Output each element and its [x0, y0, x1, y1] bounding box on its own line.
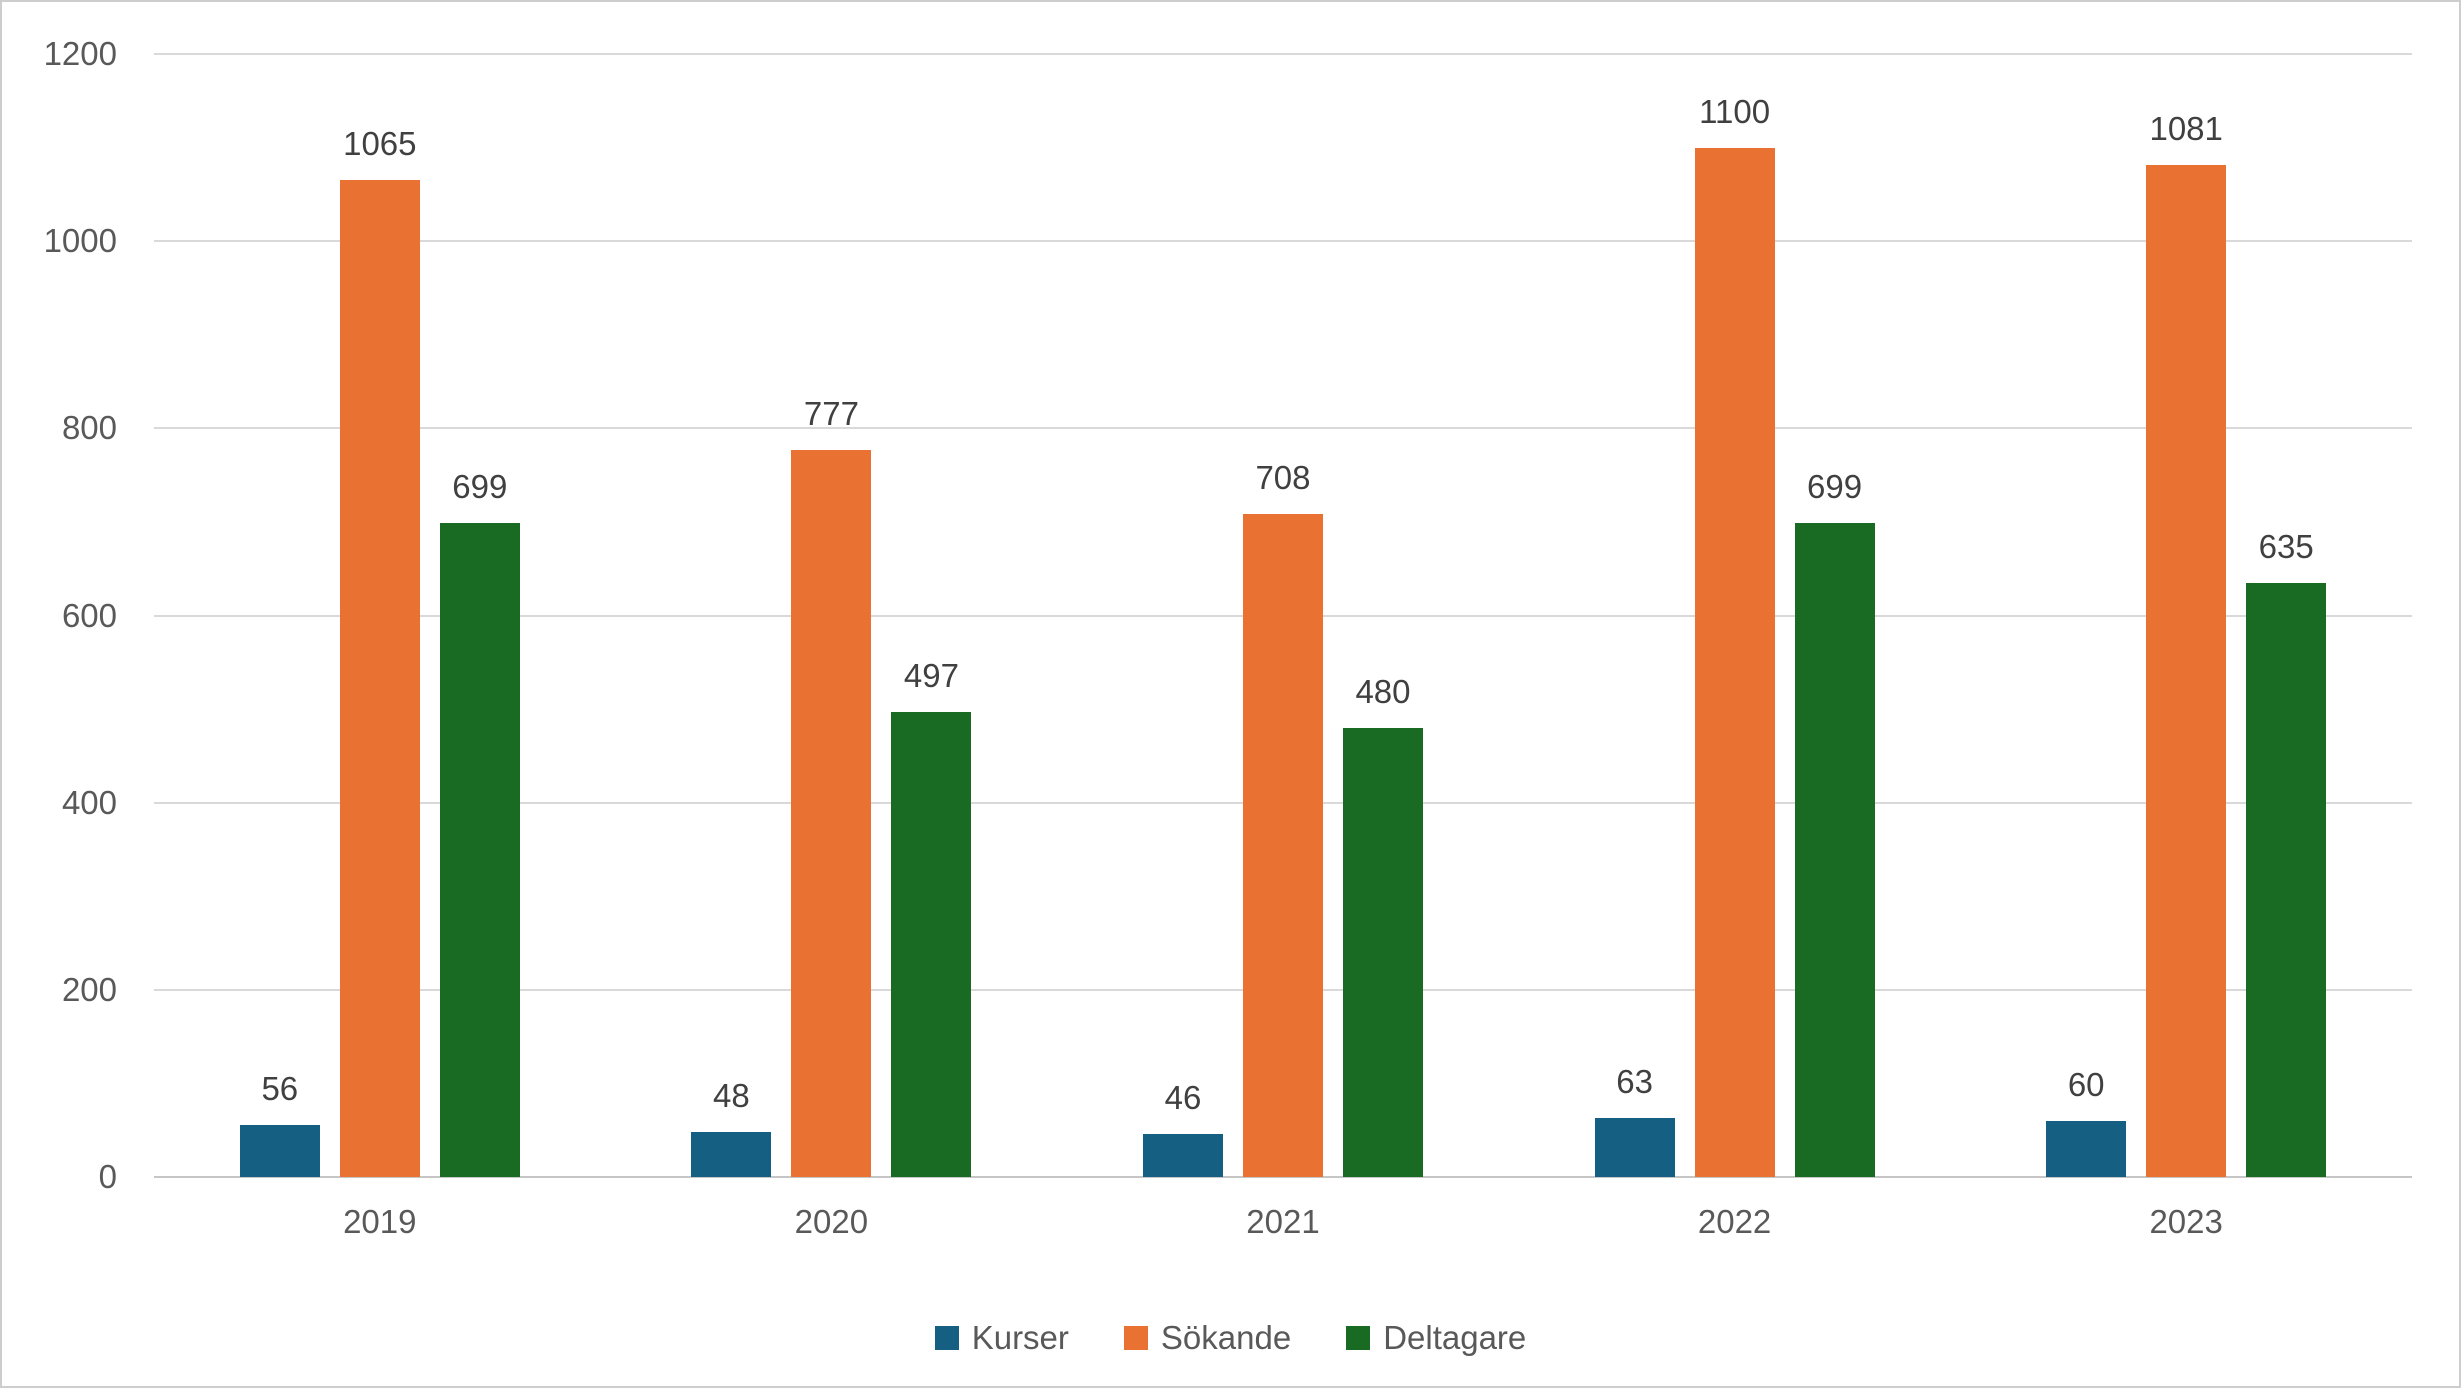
bar-kurser-2022: 63 [1594, 1063, 1675, 1177]
legend-item-sökande: Sökande [1123, 1318, 1292, 1358]
bar-value-label: 777 [803, 394, 859, 432]
legend-label: Deltagare [1383, 1319, 1527, 1356]
y-axis-tick-label: 0 [98, 1158, 117, 1195]
plot-area: 56 1065 699 48 777 497 46 708 480 63 1100 699 60 1081… [154, 53, 2412, 1178]
bar-group-2020: 48 777 497 [606, 54, 1058, 1177]
bar-value-label: 635 [2258, 527, 2314, 565]
bar-value-label: 708 [1255, 459, 1311, 497]
gridline [154, 427, 2412, 430]
bar-sökande-2022: 1100 [1694, 93, 1775, 1177]
legend-swatch-icon [1123, 1326, 1148, 1350]
bar-kurser-2021: 46 [1142, 1079, 1223, 1177]
y-axis: 0 200 400 600 800 1000 1200 [2, 2, 117, 1386]
bar-sökande-2020: 777 [791, 395, 872, 1177]
legend-item-deltagare: Deltagare [1346, 1318, 1526, 1358]
legend: Kurser Sökande Deltagare [2, 1318, 2459, 1358]
bar-value-label: 497 [903, 656, 959, 694]
y-axis-tick-label: 800 [61, 409, 117, 447]
x-axis-label: 2019 [343, 1203, 417, 1240]
bar-deltagare-2023: 635 [2246, 528, 2327, 1177]
y-axis-tick-label: 1200 [43, 35, 117, 72]
y-axis-tick-label: 200 [61, 970, 117, 1008]
gridline [154, 53, 2412, 55]
bar-kurser-2020: 48 [691, 1077, 772, 1177]
bar-value-label: 480 [1355, 672, 1411, 710]
legend-label: Sökande [1160, 1319, 1292, 1356]
bar-value-label: 48 [713, 1077, 750, 1115]
bar-value-label: 699 [452, 467, 508, 505]
bar-deltagare-2020: 497 [891, 657, 972, 1177]
bar-sökande-2019: 1065 [339, 125, 420, 1177]
bar-sökande-2023: 1081 [2146, 110, 2227, 1177]
bar-sökande-2021: 708 [1242, 459, 1323, 1177]
bar-value-label: 1081 [2149, 110, 2223, 148]
x-axis-label: 2023 [2149, 1203, 2223, 1240]
legend-item-kurser: Kurser [934, 1318, 1069, 1358]
gridline [154, 240, 2412, 243]
bar-value-label: 60 [2067, 1065, 2105, 1103]
bar-group-2019: 56 1065 699 [154, 54, 606, 1177]
bar-kurser-2019: 56 [239, 1070, 320, 1177]
bar-groups: 56 1065 699 48 777 497 46 708 480 63 1100 699 60 1081… [154, 54, 2412, 1177]
x-axis-label: 2022 [1697, 1203, 1772, 1240]
bar-group-2023: 60 1081 635 [1960, 54, 2412, 1177]
bar-group-2022: 63 1100 699 [1509, 54, 1961, 1177]
bar-value-label: 63 [1616, 1063, 1653, 1101]
bar-deltagare-2022: 699 [1794, 468, 1875, 1177]
bar-value-label: 56 [261, 1069, 299, 1107]
bar-value-label: 699 [1807, 467, 1863, 505]
legend-swatch-icon [1346, 1326, 1371, 1350]
bar-value-label: 1100 [1699, 92, 1771, 130]
legend-label: Kurser [971, 1319, 1069, 1356]
x-axis: 2019 2020 2021 2022 2023 [154, 1200, 2412, 1244]
bar-value-label: 1065 [343, 125, 417, 163]
legend-swatch-icon [934, 1326, 959, 1350]
bar-value-label: 46 [1164, 1078, 1202, 1116]
bar-kurser-2023: 60 [2046, 1066, 2127, 1177]
y-axis-tick-label: 600 [61, 596, 117, 634]
y-axis-tick-label: 400 [61, 783, 117, 821]
x-axis-line [154, 1176, 2412, 1178]
bar-deltagare-2019: 699 [439, 468, 520, 1177]
x-axis-label: 2020 [794, 1203, 869, 1240]
bar-deltagare-2021: 480 [1342, 673, 1423, 1177]
y-axis-tick-label: 1000 [43, 222, 117, 260]
bar-group-2021: 46 708 480 [1057, 54, 1509, 1177]
x-axis-label: 2021 [1246, 1203, 1320, 1240]
